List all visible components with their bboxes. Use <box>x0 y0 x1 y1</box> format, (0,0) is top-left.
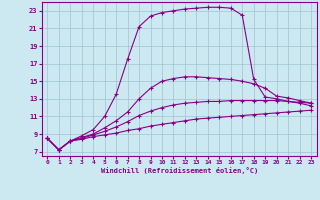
X-axis label: Windchill (Refroidissement éolien,°C): Windchill (Refroidissement éolien,°C) <box>100 167 258 174</box>
